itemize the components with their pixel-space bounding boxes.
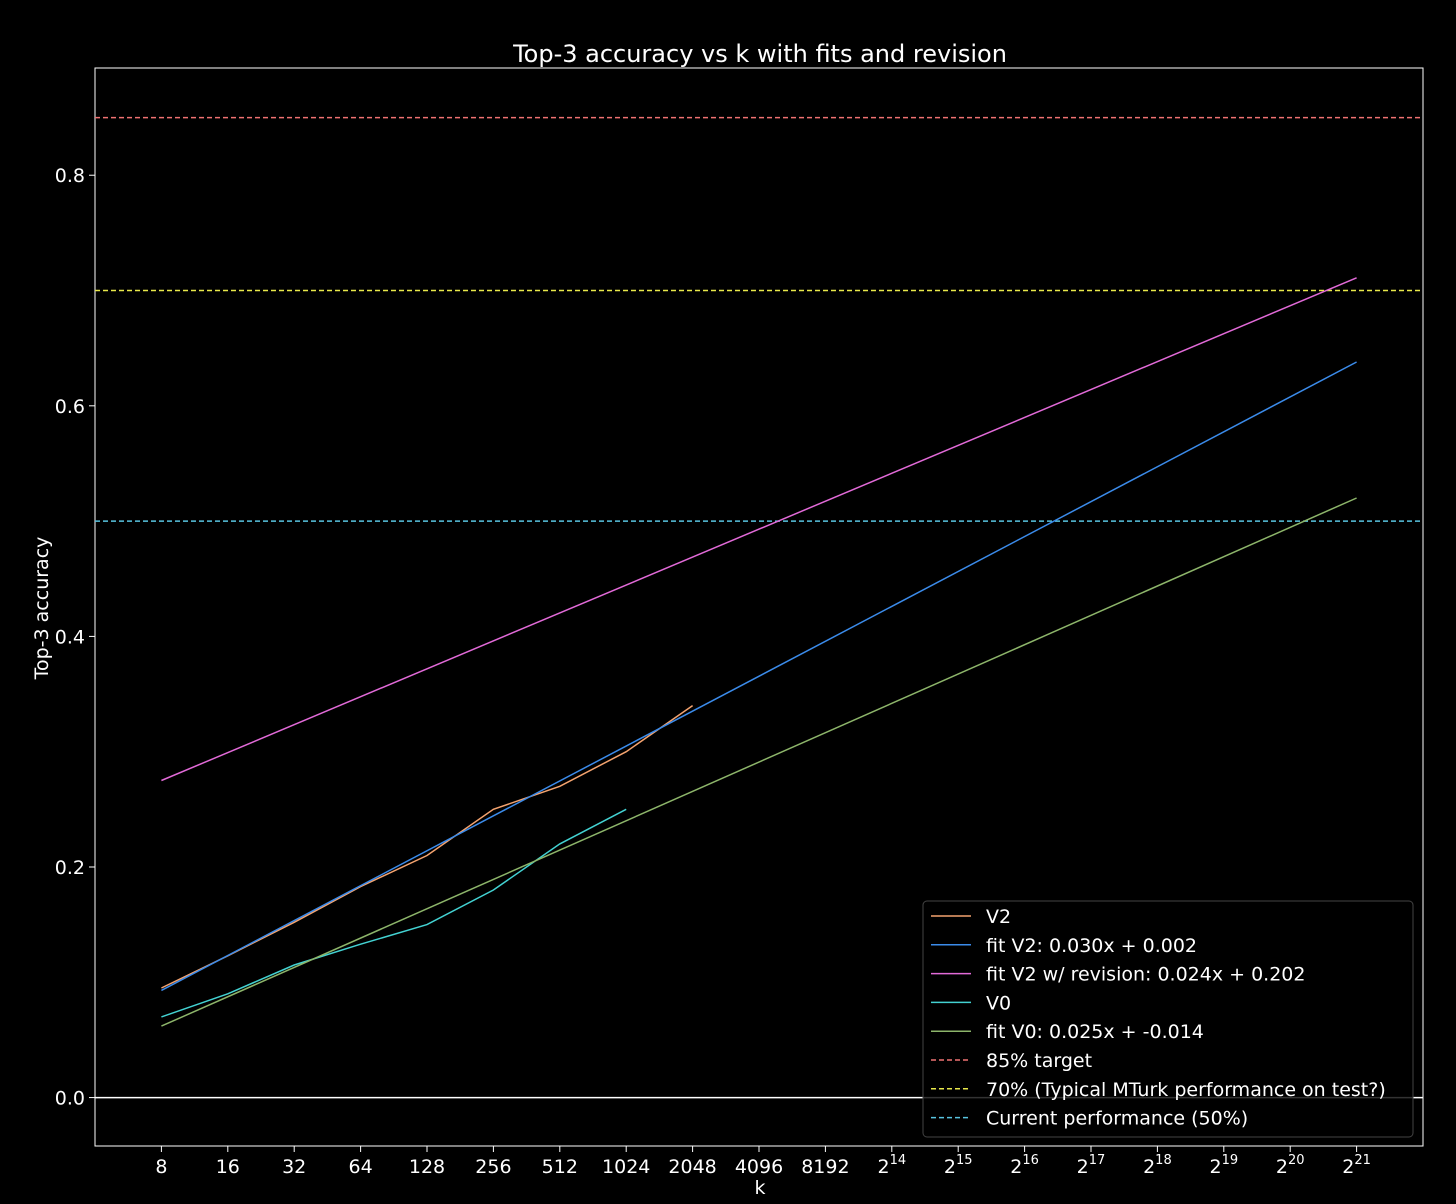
y-tick-label: 0.4: [55, 626, 85, 648]
plot-area: [94, 67, 1424, 1147]
x-tick-label: 1024: [602, 1156, 650, 1178]
y-axis: 0.0 0.2 0.4 0.6 0.8: [55, 165, 95, 1110]
legend-entry: fit V2 w/ revision: 0.024x + 0.202: [986, 964, 1305, 986]
x-tick-label: 128: [409, 1156, 445, 1178]
series-line-1: [161, 361, 1357, 992]
x-tick-label: 218: [1143, 1153, 1172, 1178]
x-tick-label: 221: [1342, 1153, 1371, 1178]
legend-entry: Current performance (50%): [986, 1108, 1248, 1130]
series-line-4: [161, 497, 1357, 1027]
x-tick-label: 8192: [801, 1156, 849, 1178]
chart-title: Top-3 accuracy vs k with fits and revisi…: [512, 40, 1007, 68]
series-line-3: [161, 808, 627, 1018]
x-tick-label: 16: [216, 1156, 240, 1178]
legend-entry: V0: [986, 992, 1011, 1014]
x-tick-label: 217: [1077, 1153, 1106, 1178]
y-tick-label: 0.2: [55, 857, 85, 879]
x-tick-label: 256: [475, 1156, 511, 1178]
series-line-2: [161, 277, 1357, 782]
x-tick-label: 220: [1276, 1153, 1305, 1178]
legend-entry: V2: [986, 906, 1011, 928]
x-tick-label: 219: [1209, 1153, 1238, 1178]
x-axis-label: k: [754, 1177, 765, 1199]
x-tick-label: 214: [877, 1153, 906, 1178]
x-tick-label: 32: [282, 1156, 306, 1178]
y-tick-label: 0.0: [55, 1088, 85, 1110]
legend-entry: fit V2: 0.030x + 0.002: [986, 935, 1197, 957]
legend-entry: fit V0: 0.025x + -0.014: [986, 1021, 1204, 1043]
x-tick-label: 64: [349, 1156, 373, 1178]
x-tick-label: 8: [155, 1156, 167, 1178]
legend-entry: 70% (Typical MTurk performance on test?): [986, 1079, 1386, 1101]
x-axis: 8 16 32 64 128 256 512 1024 2048 4096 8192 214 215 21…: [155, 1146, 1371, 1178]
y-axis-label: Top-3 accuracy: [31, 537, 53, 681]
x-tick-label: 4096: [735, 1156, 783, 1178]
x-tick-label: 2048: [668, 1156, 716, 1178]
x-tick-label: 216: [1010, 1153, 1039, 1178]
x-tick-label: 512: [542, 1156, 578, 1178]
y-tick-label: 0.6: [55, 396, 85, 418]
x-tick-label: 215: [944, 1153, 973, 1178]
legend-entry: 85% target: [986, 1050, 1092, 1072]
legend-box: [922, 900, 1414, 1138]
legend: V2 fit V2: 0.030x + 0.002 fit V2 w/ revisi…: [922, 900, 1414, 1138]
y-tick-label: 0.8: [55, 165, 85, 187]
